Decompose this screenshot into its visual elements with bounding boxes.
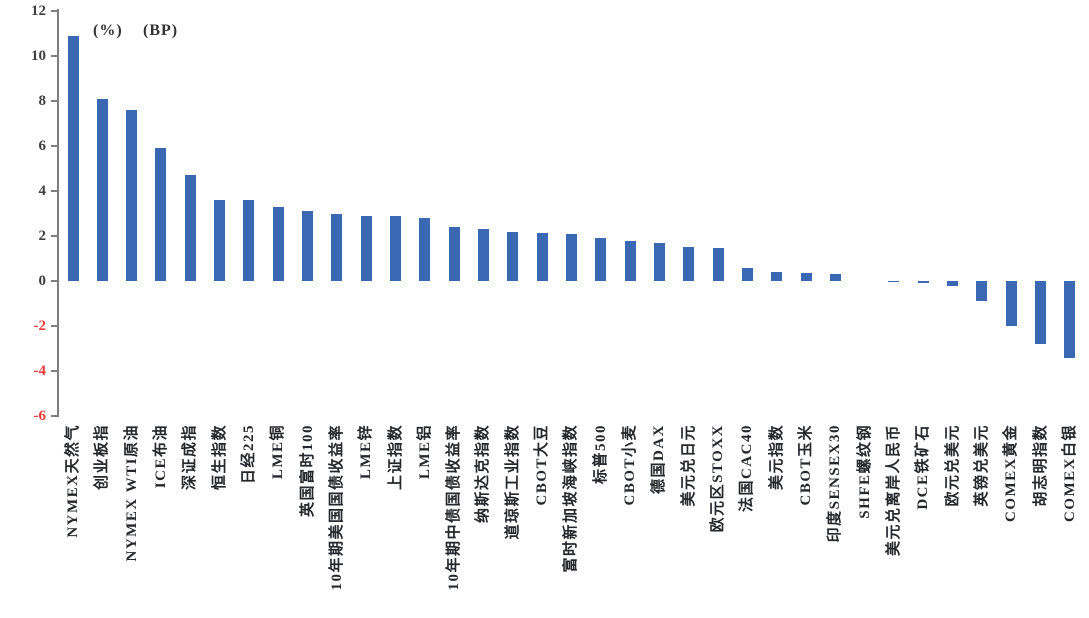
y-tick-mark [51,190,58,192]
bar [595,238,607,281]
y-tick-mark [51,145,58,147]
bar [976,281,988,302]
x-axis-label: 富时新加坡海峡指数 [563,424,580,573]
bar [507,231,519,281]
x-axis-label: 10年期中债国债收益率 [446,424,463,591]
bar [477,229,489,281]
x-axis-label: 英国富时100 [299,424,316,518]
bar [302,211,314,281]
y-tick-label: -2 [33,318,47,334]
y-tick-mark [51,415,58,417]
y-tick-label: 8 [38,93,47,109]
y-tick-label: 2 [38,228,47,244]
x-axis-label: 美元指数 [768,424,785,491]
x-axis-label: 法国CAC40 [739,424,756,512]
x-axis-label: LME铜 [270,424,287,480]
bar [390,215,402,281]
bar [888,281,900,283]
bar [155,148,167,281]
bar [448,227,460,281]
bar [800,273,812,281]
x-axis-label: 英镑兑美元 [973,424,990,507]
x-axis-label: LME铝 [416,424,433,480]
x-axis-label: COMEX白银 [1061,424,1078,522]
bar [741,267,753,281]
y-axis-line [57,9,59,417]
x-axis-label: 标普500 [592,424,609,485]
bar [1035,281,1047,344]
x-axis-label: 欧元兑美元 [944,424,961,507]
percent-unit-label: (%) [93,22,123,39]
bar [1064,281,1076,358]
y-tick-mark [51,100,58,102]
bp-unit-label: (BP) [143,22,179,39]
bar [683,247,695,281]
bar [536,232,548,281]
y-tick-mark [51,370,58,372]
x-axis-label: DCE铁矿石 [915,424,932,510]
bar [917,281,929,284]
bar [419,218,431,281]
bar [214,200,226,281]
bar [712,248,724,281]
x-axis-label: 纳斯达克指数 [475,424,492,524]
bar [126,110,138,281]
y-tick-label: 4 [38,183,47,199]
x-axis-label: CBOT玉米 [798,424,814,506]
x-axis-label: 欧元区STOXX [710,424,727,533]
bar [331,213,343,281]
bar [624,240,636,281]
x-axis-label: 创业板指 [94,424,111,491]
x-axis-label: LME锌 [358,424,375,480]
y-tick-mark [51,280,58,282]
x-axis-label: CBOT大豆 [534,424,551,506]
x-axis-label: 印度SENSEX30 [827,424,844,543]
y-tick-mark [51,10,58,12]
bar [1005,281,1017,326]
y-tick-label: 0 [38,273,47,289]
bar [360,215,372,281]
x-axis-label: 恒生指数 [211,424,228,491]
x-axis-label: 10年期美国国债收益率 [328,424,345,591]
x-axis-label: 道琼斯工业指数 [504,424,521,540]
x-axis-label: 上证指数 [387,424,404,491]
y-tick-label: -6 [33,408,47,424]
x-axis-label: NYMEX WTI原油 [123,424,140,562]
x-axis-label: NYMEX天然气 [65,424,81,538]
x-axis-label: 美元兑离岸人民币 [885,424,902,557]
bar [771,272,783,281]
x-axis-label: CBOT小麦 [622,424,639,506]
x-axis-label: 深证成指 [182,424,199,491]
bar [653,242,665,281]
y-tick-label: 12 [31,3,46,19]
x-axis-label: 德国DAX [651,424,668,494]
x-axis-label: 胡志明指数 [1032,424,1049,507]
x-axis-label: 日经225 [240,424,257,485]
bar [96,98,108,281]
bar [67,35,79,281]
bar [184,175,196,281]
x-axis-label: SHFE螺纹钢 [856,424,873,519]
x-axis-label: 美元兑日元 [680,424,697,507]
x-axis-label: ICE布油 [152,424,169,489]
bar [243,200,255,281]
bar [947,281,959,286]
y-tick-mark [51,235,58,237]
x-axis-label: COMEX黄金 [1003,424,1020,522]
y-tick-label: 10 [31,48,46,64]
bar [565,233,577,281]
y-tick-mark [51,55,58,57]
y-tick-mark [51,325,58,327]
y-tick-label: 6 [38,138,47,154]
y-tick-label: -4 [33,363,47,379]
bar [829,274,841,281]
bar [272,206,284,281]
